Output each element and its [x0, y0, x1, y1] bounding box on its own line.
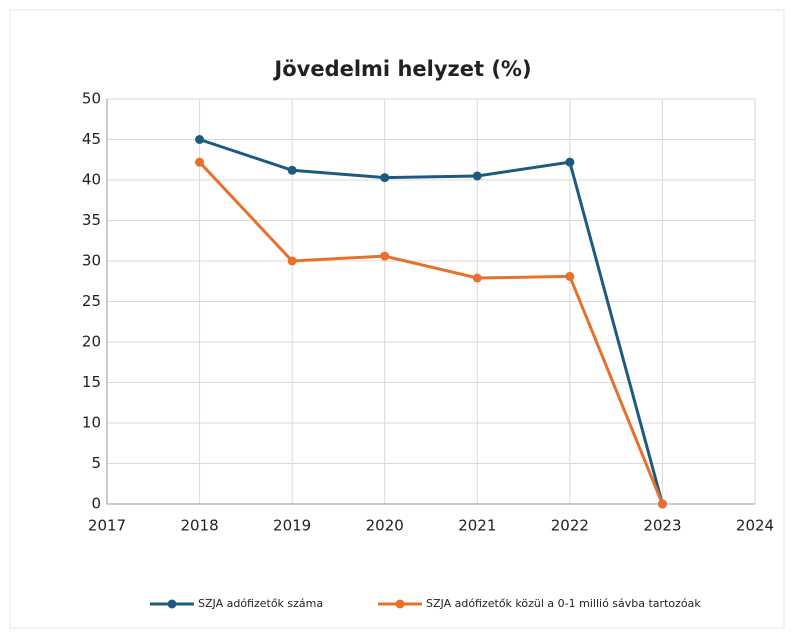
series-line [199, 138, 664, 505]
x-tick-label: 2023 [643, 517, 681, 535]
point [472, 171, 482, 181]
x-tick-label: 2018 [180, 517, 218, 535]
x-tick-label: 2021 [458, 517, 496, 535]
y-tick-label: 45 [82, 130, 101, 148]
y-tick-label: 0 [91, 495, 101, 513]
legend-marker [167, 599, 177, 609]
y-tick-label: 25 [82, 292, 101, 310]
frame [9, 9, 785, 629]
series-line [198, 161, 664, 505]
y-tick-label: 10 [82, 414, 101, 432]
x-tick-label: 2024 [736, 517, 774, 535]
x-tick-label: 2019 [273, 517, 311, 535]
x-tick-label: 2017 [88, 517, 126, 535]
x-tick-label: 2022 [551, 517, 589, 535]
point [565, 271, 575, 281]
y-tick-label: 15 [82, 373, 101, 391]
x-tick-label: 2020 [366, 517, 404, 535]
point [380, 173, 390, 183]
legend-label: SZJA adófizetők közül a 0-1 millió sávba… [426, 597, 701, 610]
point [195, 157, 205, 167]
y-tick-label: 40 [82, 171, 101, 189]
y-tick-label: 30 [82, 252, 101, 270]
y-tick-label: 35 [82, 211, 101, 229]
point [287, 256, 297, 266]
legend-marker [395, 599, 405, 609]
legend-label: SZJA adófizetők száma [198, 597, 323, 610]
point [657, 499, 667, 509]
y-tick-label: 50 [82, 90, 101, 108]
chart-title: Jövedelmi helyzet (%) [272, 57, 531, 81]
point [195, 135, 205, 144]
point [380, 251, 390, 261]
y-tick-label: 20 [82, 333, 101, 351]
point [472, 273, 482, 283]
point [287, 165, 297, 175]
y-tick-label: 5 [91, 454, 101, 472]
point [565, 157, 575, 167]
